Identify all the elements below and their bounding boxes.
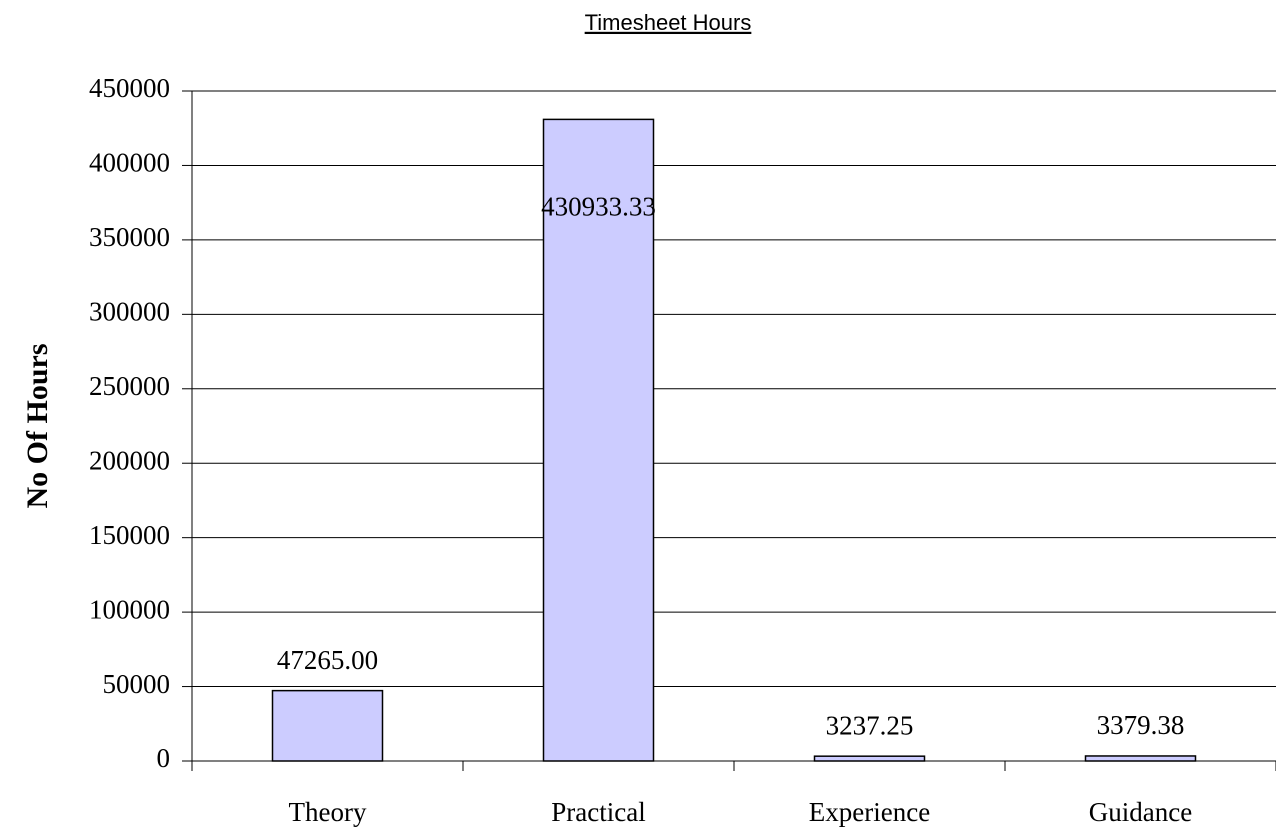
chart-title: Timesheet Hours [585, 10, 752, 35]
bar [1084, 755, 1197, 762]
y-tick-label: 50000 [103, 669, 171, 699]
y-tick-label: 350000 [89, 222, 170, 252]
y-tick-label: 450000 [89, 73, 170, 103]
y-tick-label: 250000 [89, 371, 170, 401]
x-tick-label: Practical [551, 797, 645, 827]
y-tick-label: 300000 [89, 297, 170, 327]
y-tick-label: 200000 [89, 445, 170, 475]
y-tick-label: 100000 [89, 594, 170, 624]
y-tick-label: 400000 [89, 148, 170, 178]
x-tick-label: Guidance [1089, 797, 1192, 827]
x-tick-label: Experience [809, 797, 930, 827]
value-label: 3379.38 [1097, 710, 1185, 740]
value-label: 3237.25 [826, 710, 914, 740]
x-tick-label: Theory [289, 797, 367, 827]
bar [542, 118, 655, 762]
y-tick-label: 0 [157, 743, 171, 773]
bar [813, 755, 926, 762]
y-axis-label: No Of Hours [21, 344, 54, 509]
value-label: 47265.00 [277, 645, 378, 675]
value-label: 430933.33 [541, 192, 656, 222]
bar [271, 689, 384, 762]
y-tick-label: 150000 [89, 520, 170, 550]
